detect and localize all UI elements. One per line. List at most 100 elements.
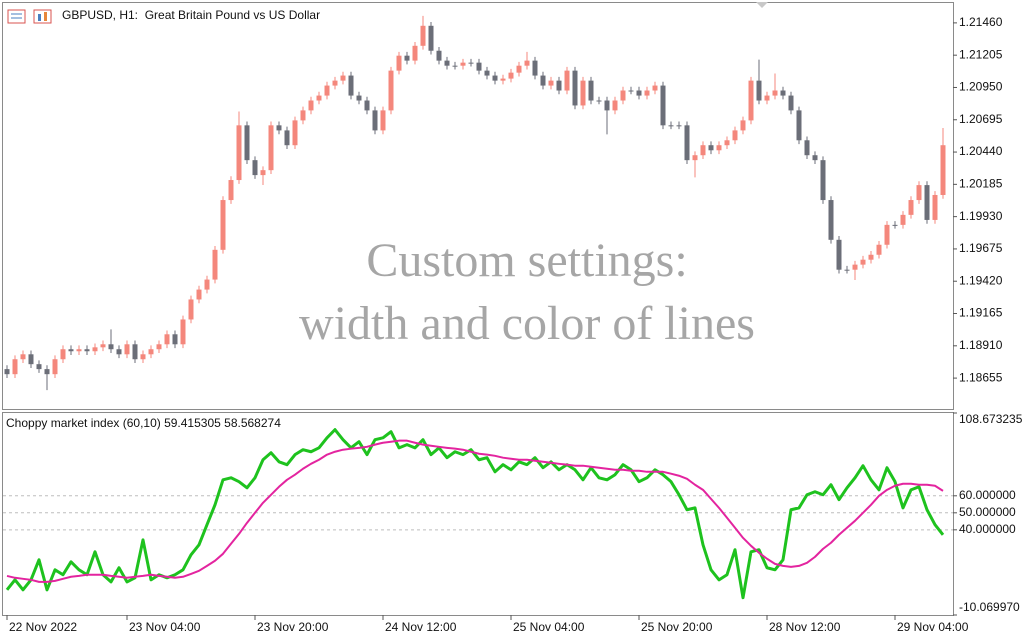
y-tick-label: 50.000000	[959, 505, 1016, 519]
candle-body	[396, 55, 402, 71]
candle-body	[484, 70, 490, 76]
candle-body	[780, 90, 786, 96]
candle-body	[44, 369, 50, 375]
candle-body	[356, 95, 362, 101]
x-tick-label: 22 Nov 2022	[9, 620, 77, 634]
x-tick-label: 28 Nov 12:00	[769, 620, 841, 634]
y-tick-label: 1.19675	[959, 241, 1003, 255]
candle-body	[116, 349, 122, 355]
candle-body	[188, 299, 194, 320]
candle-body	[756, 80, 762, 101]
candle-body	[812, 155, 818, 161]
candle-body	[84, 349, 90, 352]
candle-body	[716, 145, 722, 151]
y-tick-label: -10.069970	[959, 600, 1020, 614]
candle-body	[868, 254, 874, 260]
candle-body	[788, 95, 794, 111]
candle-body	[428, 25, 434, 51]
watermark: width and color of lines	[299, 297, 755, 350]
candle-body	[564, 70, 570, 91]
icon-list[interactable]	[7, 9, 26, 24]
indicator-title: Choppy market index (60,10) 59.415305 58…	[6, 416, 281, 430]
candle-body	[460, 62, 466, 66]
candle-body	[132, 344, 138, 360]
candle-body	[364, 100, 370, 111]
candle-body	[228, 180, 234, 201]
candle-body	[420, 25, 426, 46]
candle-body	[596, 100, 602, 102]
candle-body	[508, 72, 514, 79]
candle-body	[796, 110, 802, 141]
candle-body	[268, 125, 274, 171]
candle-body	[732, 130, 738, 141]
candle-body	[620, 90, 626, 101]
candle-body	[68, 349, 74, 352]
candle-body	[692, 155, 698, 161]
candle-body	[404, 55, 410, 61]
candle-body	[108, 344, 114, 350]
candle-body	[500, 78, 506, 81]
candle-body	[604, 100, 610, 111]
x-tick-label: 29 Nov 04:00	[897, 620, 969, 634]
y-tick-label: 1.19930	[959, 209, 1003, 223]
candle-body	[532, 60, 538, 76]
candle-body	[908, 200, 914, 215]
candle-body	[172, 334, 178, 345]
candle-body	[740, 120, 746, 131]
indicator-panel-frame	[2, 412, 954, 616]
candle-body	[20, 354, 26, 360]
x-tick-label: 24 Nov 12:00	[385, 620, 457, 634]
candle-body	[724, 140, 730, 146]
icon-chart[interactable]	[33, 9, 52, 24]
candle-body	[140, 354, 146, 360]
price-panel-frame	[2, 2, 954, 410]
y-tick-label: 1.20695	[959, 112, 1003, 126]
candle-body	[124, 344, 130, 355]
candle-body	[764, 95, 770, 101]
candle-body	[164, 334, 170, 345]
candle-body	[308, 100, 314, 111]
candle-body	[76, 349, 82, 352]
y-tick-label: 1.19420	[959, 273, 1003, 287]
candle-body	[644, 90, 650, 96]
candle-body	[900, 214, 906, 225]
candle-body	[892, 224, 898, 226]
candle-body	[876, 244, 882, 255]
candle-body	[772, 90, 778, 96]
y-tick-label: 1.18910	[959, 338, 1003, 352]
candle-body	[492, 75, 498, 81]
candle-body	[292, 120, 298, 146]
x-tick-label: 25 Nov 04:00	[513, 620, 585, 634]
candle-body	[916, 185, 922, 201]
candle-body	[236, 125, 242, 181]
candle-body	[260, 170, 266, 176]
candle-body	[836, 239, 842, 270]
candle-body	[388, 70, 394, 111]
toolbar-icons	[7, 9, 52, 24]
candle-body	[940, 145, 946, 195]
candle-body	[932, 194, 938, 220]
candle-body	[180, 319, 186, 345]
candle-body	[804, 140, 810, 156]
candle-body	[100, 344, 106, 348]
watermark: Custom settings:	[366, 234, 687, 287]
y-tick-label: 108.673235	[959, 412, 1023, 426]
candle-body	[52, 359, 58, 375]
candle-body	[276, 125, 282, 131]
x-tick-label: 23 Nov 04:00	[129, 620, 201, 634]
candle-body	[372, 110, 378, 131]
candle-body	[884, 224, 890, 245]
candle-body	[676, 125, 682, 127]
candle-body	[572, 70, 578, 106]
y-tick-label: 1.21205	[959, 47, 1003, 61]
x-tick-label: 25 Nov 20:00	[641, 620, 713, 634]
candle-body	[468, 62, 474, 64]
shift-marker	[756, 2, 768, 8]
candle-body	[476, 62, 482, 71]
candle-body	[540, 75, 546, 86]
candle-body	[36, 364, 42, 370]
candle-body	[332, 80, 338, 86]
candle-body	[612, 100, 618, 111]
candle-body	[708, 145, 714, 151]
